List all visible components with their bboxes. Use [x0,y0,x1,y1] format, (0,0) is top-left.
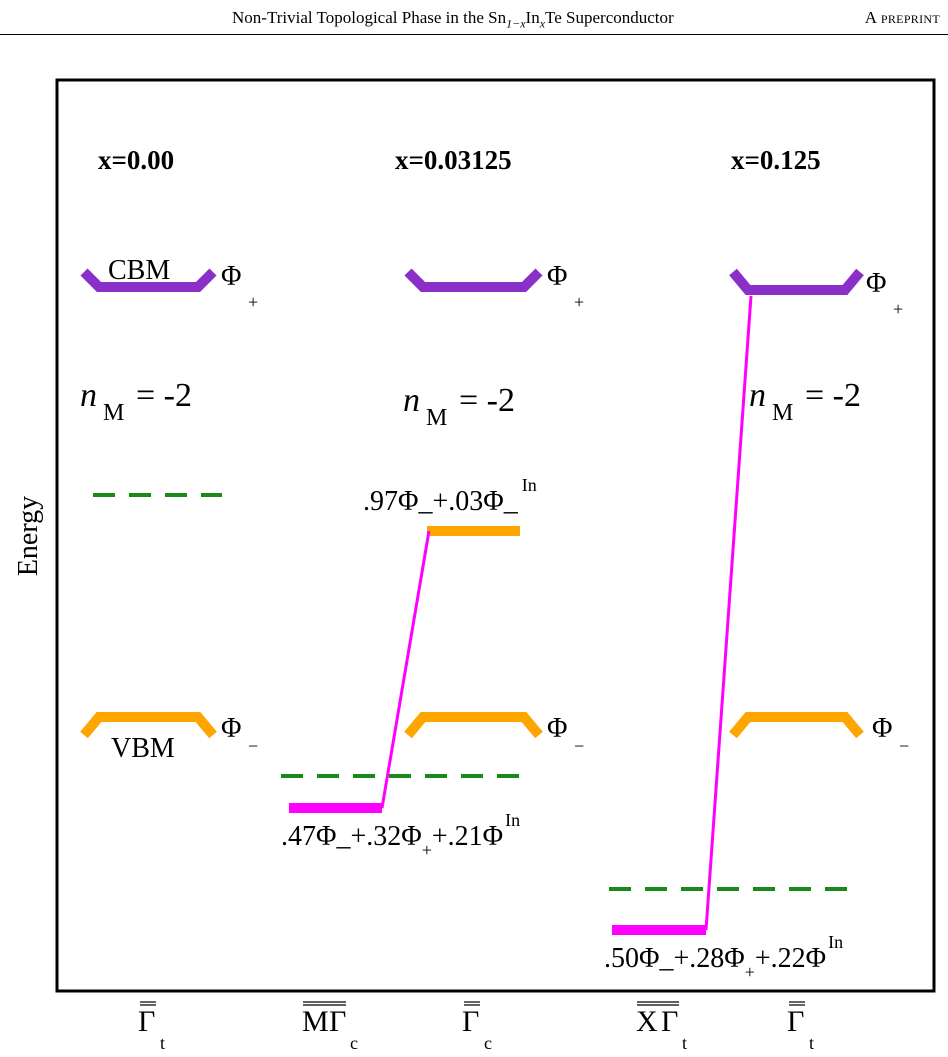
svg-text:= -2: = -2 [805,377,861,414]
svg-text:Φ: Φ [547,713,567,744]
svg-text:= -2: = -2 [136,377,192,414]
svg-text:t: t [809,1033,814,1053]
preprint-tag: A preprint [864,8,940,27]
vbm-label: VBM [111,733,175,764]
k-label-gamma-t-1: Γ t [138,1001,165,1053]
svg-text:−: − [574,736,584,756]
svg-text:= -2: = -2 [459,382,515,419]
svg-text:n: n [403,382,420,419]
vbm-state-label-x000: Φ − [221,713,258,756]
panel-label-x003125: x=0.03125 [395,145,512,175]
svg-text:M: M [772,400,793,426]
svg-text:.47Φ_+.32Φ++.21ΦIn: .47Φ_+.32Φ++.21ΦIn [281,810,520,860]
state-label-lower-x003125: .47Φ_+.32Φ++.21ΦIn [281,810,520,860]
cbm-band-x0125 [729,268,864,295]
header-rule [0,34,948,35]
svg-text:−: − [248,736,258,756]
vbm-state-label-x0125: Φ − [872,713,909,756]
in-connector-x003125 [380,530,431,809]
svg-text:Φ: Φ [872,713,892,744]
svg-text:t: t [160,1033,165,1053]
svg-text:Γ: Γ [661,1005,678,1038]
chern-number-x000: n M = -2 [80,377,192,426]
cbm-state-label-x003125: Φ + [547,261,584,312]
svg-text:−: − [899,736,909,756]
svg-text:c: c [350,1033,358,1053]
state-label-lower-x0125: .50Φ_+.28Φ++.22ΦIn [604,932,843,982]
panel-label-x0125: x=0.125 [731,145,821,175]
svg-text:t: t [682,1033,687,1053]
in-connector-x0125 [704,295,753,931]
svg-text:c: c [484,1033,492,1053]
cbm-state-label-x000: Φ + [221,261,258,312]
svg-text:Φ: Φ [221,261,241,292]
running-title: Non-Trivial Topological Phase in the Sn1… [232,8,674,31]
vbm-band-x003125 [404,712,543,739]
svg-text:Φ: Φ [866,268,886,299]
svg-text:.50Φ_+.28Φ++.22ΦIn: .50Φ_+.28Φ++.22ΦIn [604,932,843,982]
svg-text:+: + [248,292,258,312]
svg-text:.97Φ_+.03Φ_In: .97Φ_+.03Φ_In [363,475,537,517]
y-axis-label: Energy [13,496,44,576]
k-label-x-gamma-t: X Γ t [636,1001,687,1053]
vbm-state-label-x003125: Φ − [547,713,584,756]
cbm-band-x000 [80,268,217,292]
svg-text:M: M [103,400,124,426]
svg-text:X: X [636,1005,658,1038]
k-label-m-gamma-c: M Γ c [302,1001,358,1053]
svg-text:+: + [893,299,903,319]
svg-text:M: M [302,1005,329,1038]
svg-text:Φ: Φ [547,261,567,292]
svg-text:n: n [749,377,766,414]
k-label-gamma-c: Γ c [462,1001,492,1053]
panel-label-x000: x=0.00 [98,145,174,175]
state-label-upper-x003125: .97Φ_+.03Φ_In [363,475,537,517]
svg-text:+: + [574,292,584,312]
chern-number-x003125: n M = -2 [403,382,515,431]
svg-text:Φ: Φ [221,713,241,744]
svg-text:Γ: Γ [138,1005,155,1038]
cbm-state-label-x0125: Φ + [866,268,903,319]
svg-text:M: M [426,405,447,431]
svg-text:Γ: Γ [787,1005,804,1038]
svg-text:Γ: Γ [329,1005,346,1038]
cbm-label: CBM [108,255,170,286]
svg-text:Γ: Γ [462,1005,479,1038]
page-header: Non-Trivial Topological Phase in the Sn1… [0,0,948,35]
svg-text:n: n [80,377,97,414]
diagram-frame [55,78,936,993]
cbm-band-x003125 [404,268,543,292]
vbm-band-x0125 [729,712,864,739]
vbm-band-x000 [80,712,217,739]
chern-number-x0125: n M = -2 [749,377,861,426]
k-label-gamma-t-2: Γ t [787,1001,814,1053]
